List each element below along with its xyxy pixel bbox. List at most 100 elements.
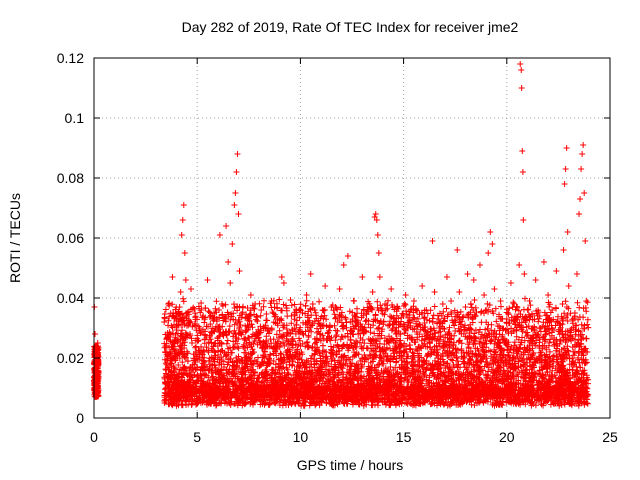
- data-point: [549, 307, 556, 313]
- data-point: [361, 352, 368, 358]
- data-point: [555, 376, 562, 382]
- data-point: [573, 271, 580, 277]
- data-point: [324, 337, 331, 343]
- data-point: [355, 331, 362, 337]
- data-point: [582, 238, 589, 244]
- data-point: [340, 262, 347, 268]
- data-point: [446, 364, 453, 370]
- data-point: [169, 274, 176, 280]
- data-point: [565, 283, 572, 289]
- data-point: [334, 328, 341, 334]
- data-point: [326, 370, 333, 376]
- data-point: [289, 358, 296, 364]
- data-point: [497, 298, 504, 304]
- data-point: [404, 361, 411, 367]
- data-point: [191, 388, 198, 394]
- data-point: [470, 277, 477, 283]
- data-point: [200, 358, 207, 364]
- data-point: [412, 346, 419, 352]
- data-point: [272, 340, 279, 346]
- y-tick-label: 0.04: [57, 290, 84, 306]
- data-point: [233, 169, 240, 175]
- data-point: [406, 334, 413, 340]
- data-point: [338, 361, 345, 367]
- data-point: [342, 316, 349, 322]
- data-point: [236, 268, 243, 274]
- data-point: [551, 343, 558, 349]
- data-point: [188, 286, 195, 292]
- data-point: [388, 286, 395, 292]
- data-point: [460, 370, 467, 376]
- data-point: [328, 304, 335, 310]
- data-point: [472, 313, 479, 319]
- data-point: [186, 331, 193, 337]
- data-point: [198, 307, 205, 313]
- data-point: [256, 388, 263, 394]
- x-tick-label: 25: [602, 429, 618, 445]
- data-point: [373, 217, 380, 223]
- data-point: [249, 349, 256, 355]
- data-point: [369, 289, 376, 295]
- data-point: [295, 373, 302, 379]
- x-axis-label: GPS time / hours: [297, 457, 404, 473]
- data-point: [379, 358, 386, 364]
- data-point: [91, 358, 98, 364]
- data-point: [315, 388, 322, 394]
- data-point: [547, 364, 554, 370]
- data-point: [375, 250, 382, 256]
- y-tick-label: 0.06: [57, 230, 84, 246]
- data-point: [536, 313, 543, 319]
- data-point: [415, 370, 422, 376]
- data-point: [431, 289, 438, 295]
- data-point: [193, 349, 200, 355]
- data-point: [245, 313, 252, 319]
- data-point: [330, 352, 337, 358]
- data-point: [254, 331, 261, 337]
- data-point: [518, 85, 525, 91]
- data-point: [214, 343, 221, 349]
- data-point: [466, 334, 473, 340]
- data-point: [180, 202, 187, 208]
- data-point: [305, 334, 312, 340]
- data-point: [170, 340, 177, 346]
- data-point: [408, 388, 415, 394]
- data-point: [560, 247, 567, 253]
- data-point: [270, 382, 277, 388]
- data-point: [95, 388, 102, 394]
- data-point: [258, 307, 265, 313]
- data-point: [392, 328, 399, 334]
- x-tick-label: 0: [90, 429, 98, 445]
- data-point: [322, 283, 329, 289]
- data-point: [234, 151, 241, 157]
- data-point: [528, 373, 535, 379]
- data-point: [336, 286, 343, 292]
- data-point: [262, 376, 269, 382]
- data-point: [175, 382, 182, 388]
- y-tick-label: 0.02: [57, 350, 84, 366]
- data-point: [493, 331, 500, 337]
- data-point: [474, 358, 481, 364]
- data-point: [278, 274, 285, 280]
- data-point: [532, 277, 539, 283]
- data-point: [538, 382, 545, 388]
- data-point: [517, 61, 524, 67]
- data-point: [377, 319, 384, 325]
- data-point: [181, 250, 188, 256]
- data-point: [176, 304, 183, 310]
- data-point: [313, 349, 320, 355]
- data-point: [216, 232, 223, 238]
- data-point: [235, 211, 242, 217]
- data-point: [437, 373, 444, 379]
- data-point: [299, 310, 306, 316]
- data-point: [507, 280, 514, 286]
- data-point: [291, 391, 298, 397]
- data-point: [562, 166, 569, 172]
- data-point: [427, 331, 434, 337]
- data-point: [202, 382, 209, 388]
- data-point: [571, 310, 578, 316]
- data-point: [161, 319, 168, 325]
- data-point: [563, 145, 570, 151]
- data-point: [183, 313, 190, 319]
- data-point: [423, 307, 430, 313]
